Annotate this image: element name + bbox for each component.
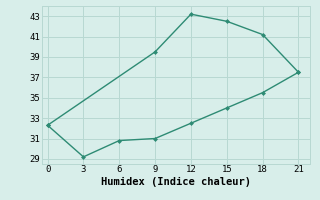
- X-axis label: Humidex (Indice chaleur): Humidex (Indice chaleur): [101, 177, 251, 187]
